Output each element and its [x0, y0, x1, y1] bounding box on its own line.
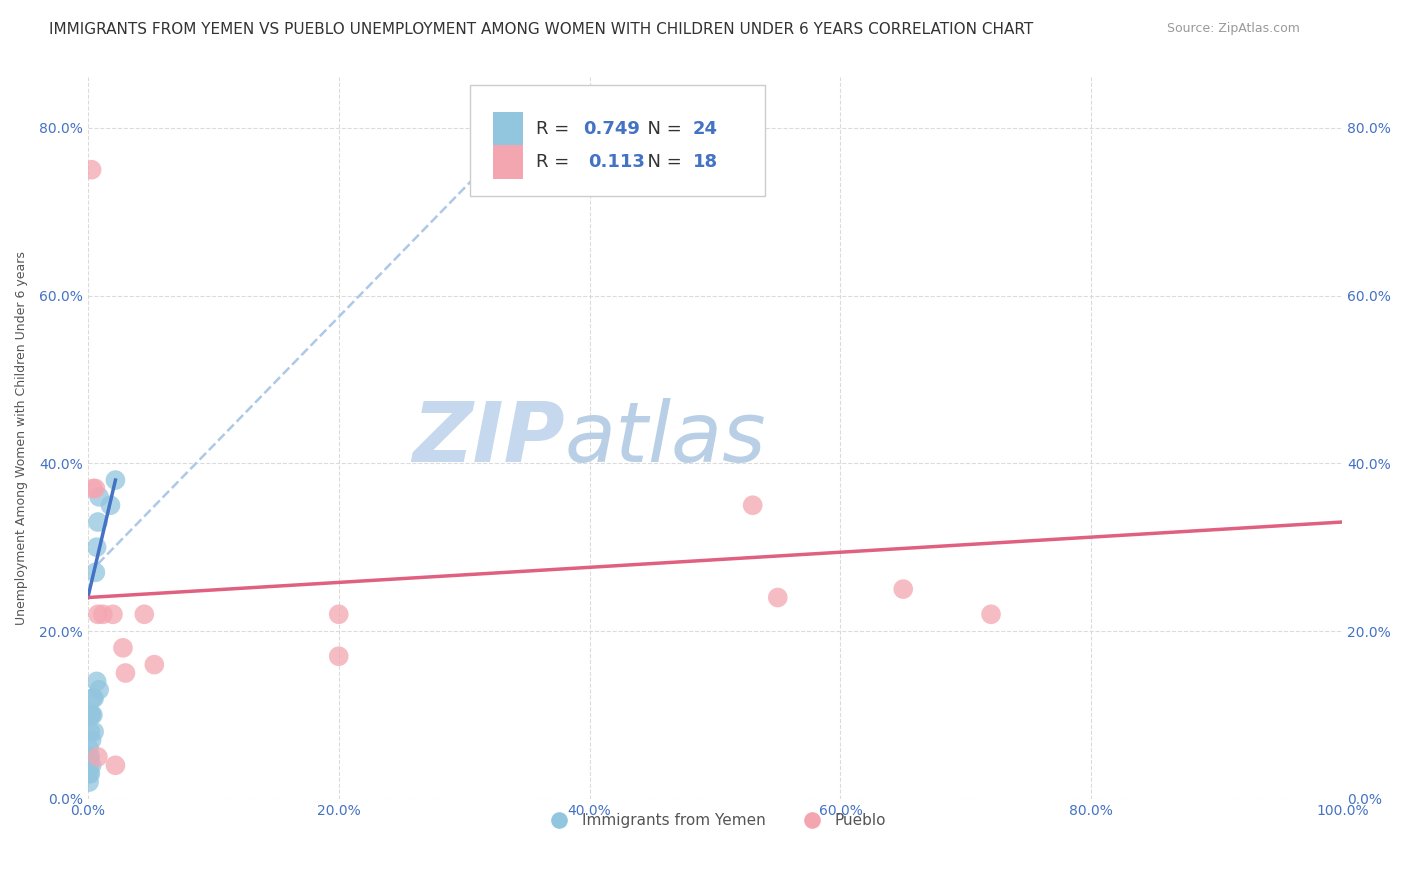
Text: Source: ZipAtlas.com: Source: ZipAtlas.com — [1167, 22, 1301, 36]
Point — [89, 682, 111, 697]
Point — [80, 733, 103, 747]
FancyBboxPatch shape — [494, 112, 523, 146]
Legend: Immigrants from Yemen, Pueblo: Immigrants from Yemen, Pueblo — [538, 807, 893, 835]
Text: 0.749: 0.749 — [583, 120, 640, 138]
Point — [891, 582, 914, 596]
Point — [83, 691, 105, 706]
Point — [741, 498, 763, 512]
Point — [84, 482, 107, 496]
Point — [77, 750, 100, 764]
Point — [980, 607, 1002, 622]
Point — [134, 607, 156, 622]
Text: N =: N = — [636, 153, 688, 171]
FancyBboxPatch shape — [471, 85, 765, 196]
Point — [86, 540, 108, 554]
Point — [82, 708, 104, 723]
Point — [91, 607, 114, 622]
Text: 24: 24 — [693, 120, 717, 138]
Text: N =: N = — [636, 120, 688, 138]
Point — [77, 766, 100, 780]
Point — [328, 607, 350, 622]
Point — [80, 708, 103, 723]
Point — [79, 750, 101, 764]
Text: 0.113: 0.113 — [588, 153, 645, 171]
FancyBboxPatch shape — [494, 145, 523, 179]
Point — [87, 750, 110, 764]
Point — [100, 498, 122, 512]
Point — [79, 766, 101, 780]
Text: ZIP: ZIP — [412, 398, 565, 479]
Point — [104, 758, 127, 772]
Text: atlas: atlas — [565, 398, 766, 479]
Point — [80, 758, 103, 772]
Point — [84, 566, 107, 580]
Point — [77, 758, 100, 772]
Point — [79, 708, 101, 723]
Point — [111, 640, 134, 655]
Point — [87, 515, 110, 529]
Text: R =: R = — [536, 153, 581, 171]
Text: 18: 18 — [693, 153, 717, 171]
Point — [77, 741, 100, 756]
Point — [82, 482, 104, 496]
Point — [143, 657, 166, 672]
Point — [101, 607, 124, 622]
Point — [86, 674, 108, 689]
Point — [82, 691, 104, 706]
Point — [87, 607, 110, 622]
Point — [83, 724, 105, 739]
Point — [79, 724, 101, 739]
Point — [104, 473, 127, 487]
Point — [80, 162, 103, 177]
Y-axis label: Unemployment Among Women with Children Under 6 years: Unemployment Among Women with Children U… — [15, 252, 28, 625]
Point — [328, 649, 350, 664]
Point — [89, 490, 111, 504]
Point — [114, 665, 136, 680]
Point — [766, 591, 789, 605]
Text: IMMIGRANTS FROM YEMEN VS PUEBLO UNEMPLOYMENT AMONG WOMEN WITH CHILDREN UNDER 6 Y: IMMIGRANTS FROM YEMEN VS PUEBLO UNEMPLOY… — [49, 22, 1033, 37]
Text: R =: R = — [536, 120, 575, 138]
Point — [77, 775, 100, 789]
